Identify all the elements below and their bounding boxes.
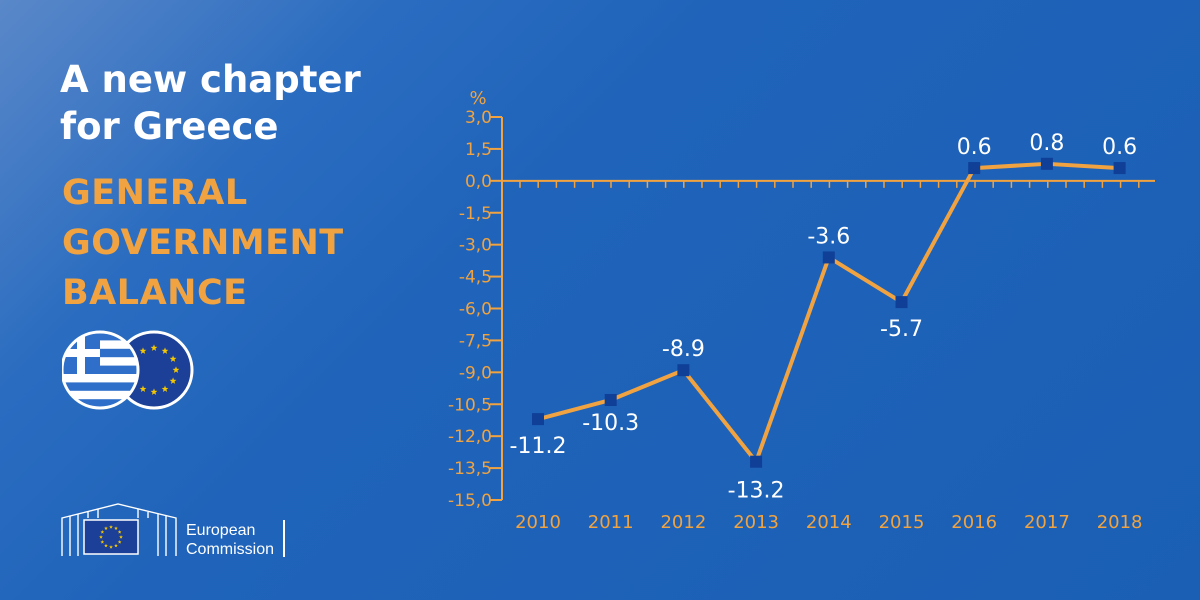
y-tick-label: -6,0: [459, 300, 492, 320]
y-tick-label: -12,0: [448, 427, 492, 447]
data-point: [1113, 162, 1126, 175]
subtitle-line-1: GENERAL: [62, 173, 248, 213]
title-line-1: A new chapter: [60, 58, 361, 101]
x-tick-label: 2015: [879, 512, 925, 533]
title-line-2: for Greece: [60, 105, 279, 148]
greece-flag-icon: [62, 332, 138, 408]
y-tick-label: -4,5: [459, 268, 492, 288]
logo-star: [109, 545, 113, 549]
data-labels: -11.2 -10.3 -8.9 -13.2 -3.6 -5.7 0.6 0.8 0.6: [510, 131, 1138, 504]
eu-star: [150, 388, 158, 395]
eu-star: [169, 377, 177, 384]
data-point: [677, 364, 690, 377]
eu-star: [169, 355, 177, 362]
data-point: [822, 251, 835, 264]
y-axis-tick-labels: 3,0 1,5 0,0 -1,5 -3,0 -4,5 -6,0 -7,5 -9,0 -10,5 -1…: [448, 108, 502, 511]
greece-eu-flags-icon: [62, 330, 194, 410]
eu-star: [139, 347, 147, 354]
x-tick-label: 2011: [588, 512, 634, 533]
logo-line-2: Commission: [186, 541, 275, 558]
data-label: -11.2: [510, 434, 567, 459]
data-label: -10.3: [582, 411, 639, 436]
x-tick-label: 2012: [660, 512, 706, 533]
logo-star: [119, 535, 123, 539]
data-label: -3.6: [807, 224, 850, 249]
x-tick-label: 2017: [1024, 512, 1070, 533]
subtitle-line-2: GOVERNMENT: [62, 223, 344, 263]
eu-star: [161, 347, 169, 354]
logo-star: [100, 540, 105, 544]
x-tick-label: 2013: [733, 512, 779, 533]
european-commission-logo: [61, 503, 177, 556]
data-point: [604, 393, 617, 406]
data-label: -5.7: [880, 317, 923, 342]
x-tick-label: 2014: [806, 512, 852, 533]
eu-star: [172, 366, 180, 373]
commission-building-icon: [61, 503, 177, 556]
eu-star: [139, 385, 147, 392]
data-point: [895, 296, 908, 309]
logo-divider: [283, 520, 285, 557]
chart-subtitle: GENERAL GOVERNMENT BALANCE: [62, 168, 344, 318]
data-point: [750, 455, 763, 468]
logo-star: [99, 535, 103, 539]
x-axis-tick-labels: 2010 2011 2012 2013 2014 2015 2016 2017 2018: [515, 512, 1142, 533]
x-tick-label: 2018: [1097, 512, 1143, 533]
eu-star: [161, 385, 169, 392]
y-tick-label: -10,5: [448, 395, 492, 415]
logo-star: [114, 526, 118, 530]
page-title: A new chapter for Greece: [60, 56, 361, 150]
y-axis-unit: %: [469, 88, 486, 109]
y-tick-label: -13,5: [448, 459, 492, 479]
subtitle-line-3: BALANCE: [62, 273, 248, 313]
x-tick-label: 2010: [515, 512, 561, 533]
chart-axes: [501, 117, 1155, 500]
y-tick-label: -7,5: [459, 331, 492, 351]
y-tick-label: -1,5: [459, 204, 492, 224]
y-tick-label: -9,0: [459, 363, 492, 383]
logo-star: [100, 530, 105, 534]
data-label: 0.6: [1102, 135, 1137, 160]
logo-line-1: European: [186, 522, 256, 539]
data-point: [1040, 157, 1053, 170]
logo-star: [114, 543, 118, 548]
data-point: [532, 413, 544, 426]
data-label: 0.8: [1029, 131, 1064, 156]
y-tick-label: -3,0: [459, 236, 492, 256]
y-tick-label: 1,5: [465, 140, 492, 160]
y-tick-label: -15,0: [448, 491, 492, 511]
logo-star: [117, 530, 122, 534]
logo-star: [104, 526, 108, 530]
eu-flag-small-icon: [83, 519, 139, 555]
data-label: 0.6: [957, 135, 992, 160]
x-tick-label: 2016: [951, 512, 997, 533]
data-label: -8.9: [662, 337, 705, 362]
y-tick-label: 3,0: [465, 108, 492, 128]
european-commission-label: European Commission: [186, 521, 274, 559]
eu-star: [150, 344, 158, 351]
logo-star: [109, 525, 113, 529]
logo-star: [104, 543, 108, 548]
y-tick-label: 0,0: [465, 172, 492, 192]
data-label: -13.2: [728, 479, 785, 504]
data-points: [532, 157, 1126, 468]
logo-star: [117, 540, 122, 544]
data-point: [968, 162, 981, 175]
